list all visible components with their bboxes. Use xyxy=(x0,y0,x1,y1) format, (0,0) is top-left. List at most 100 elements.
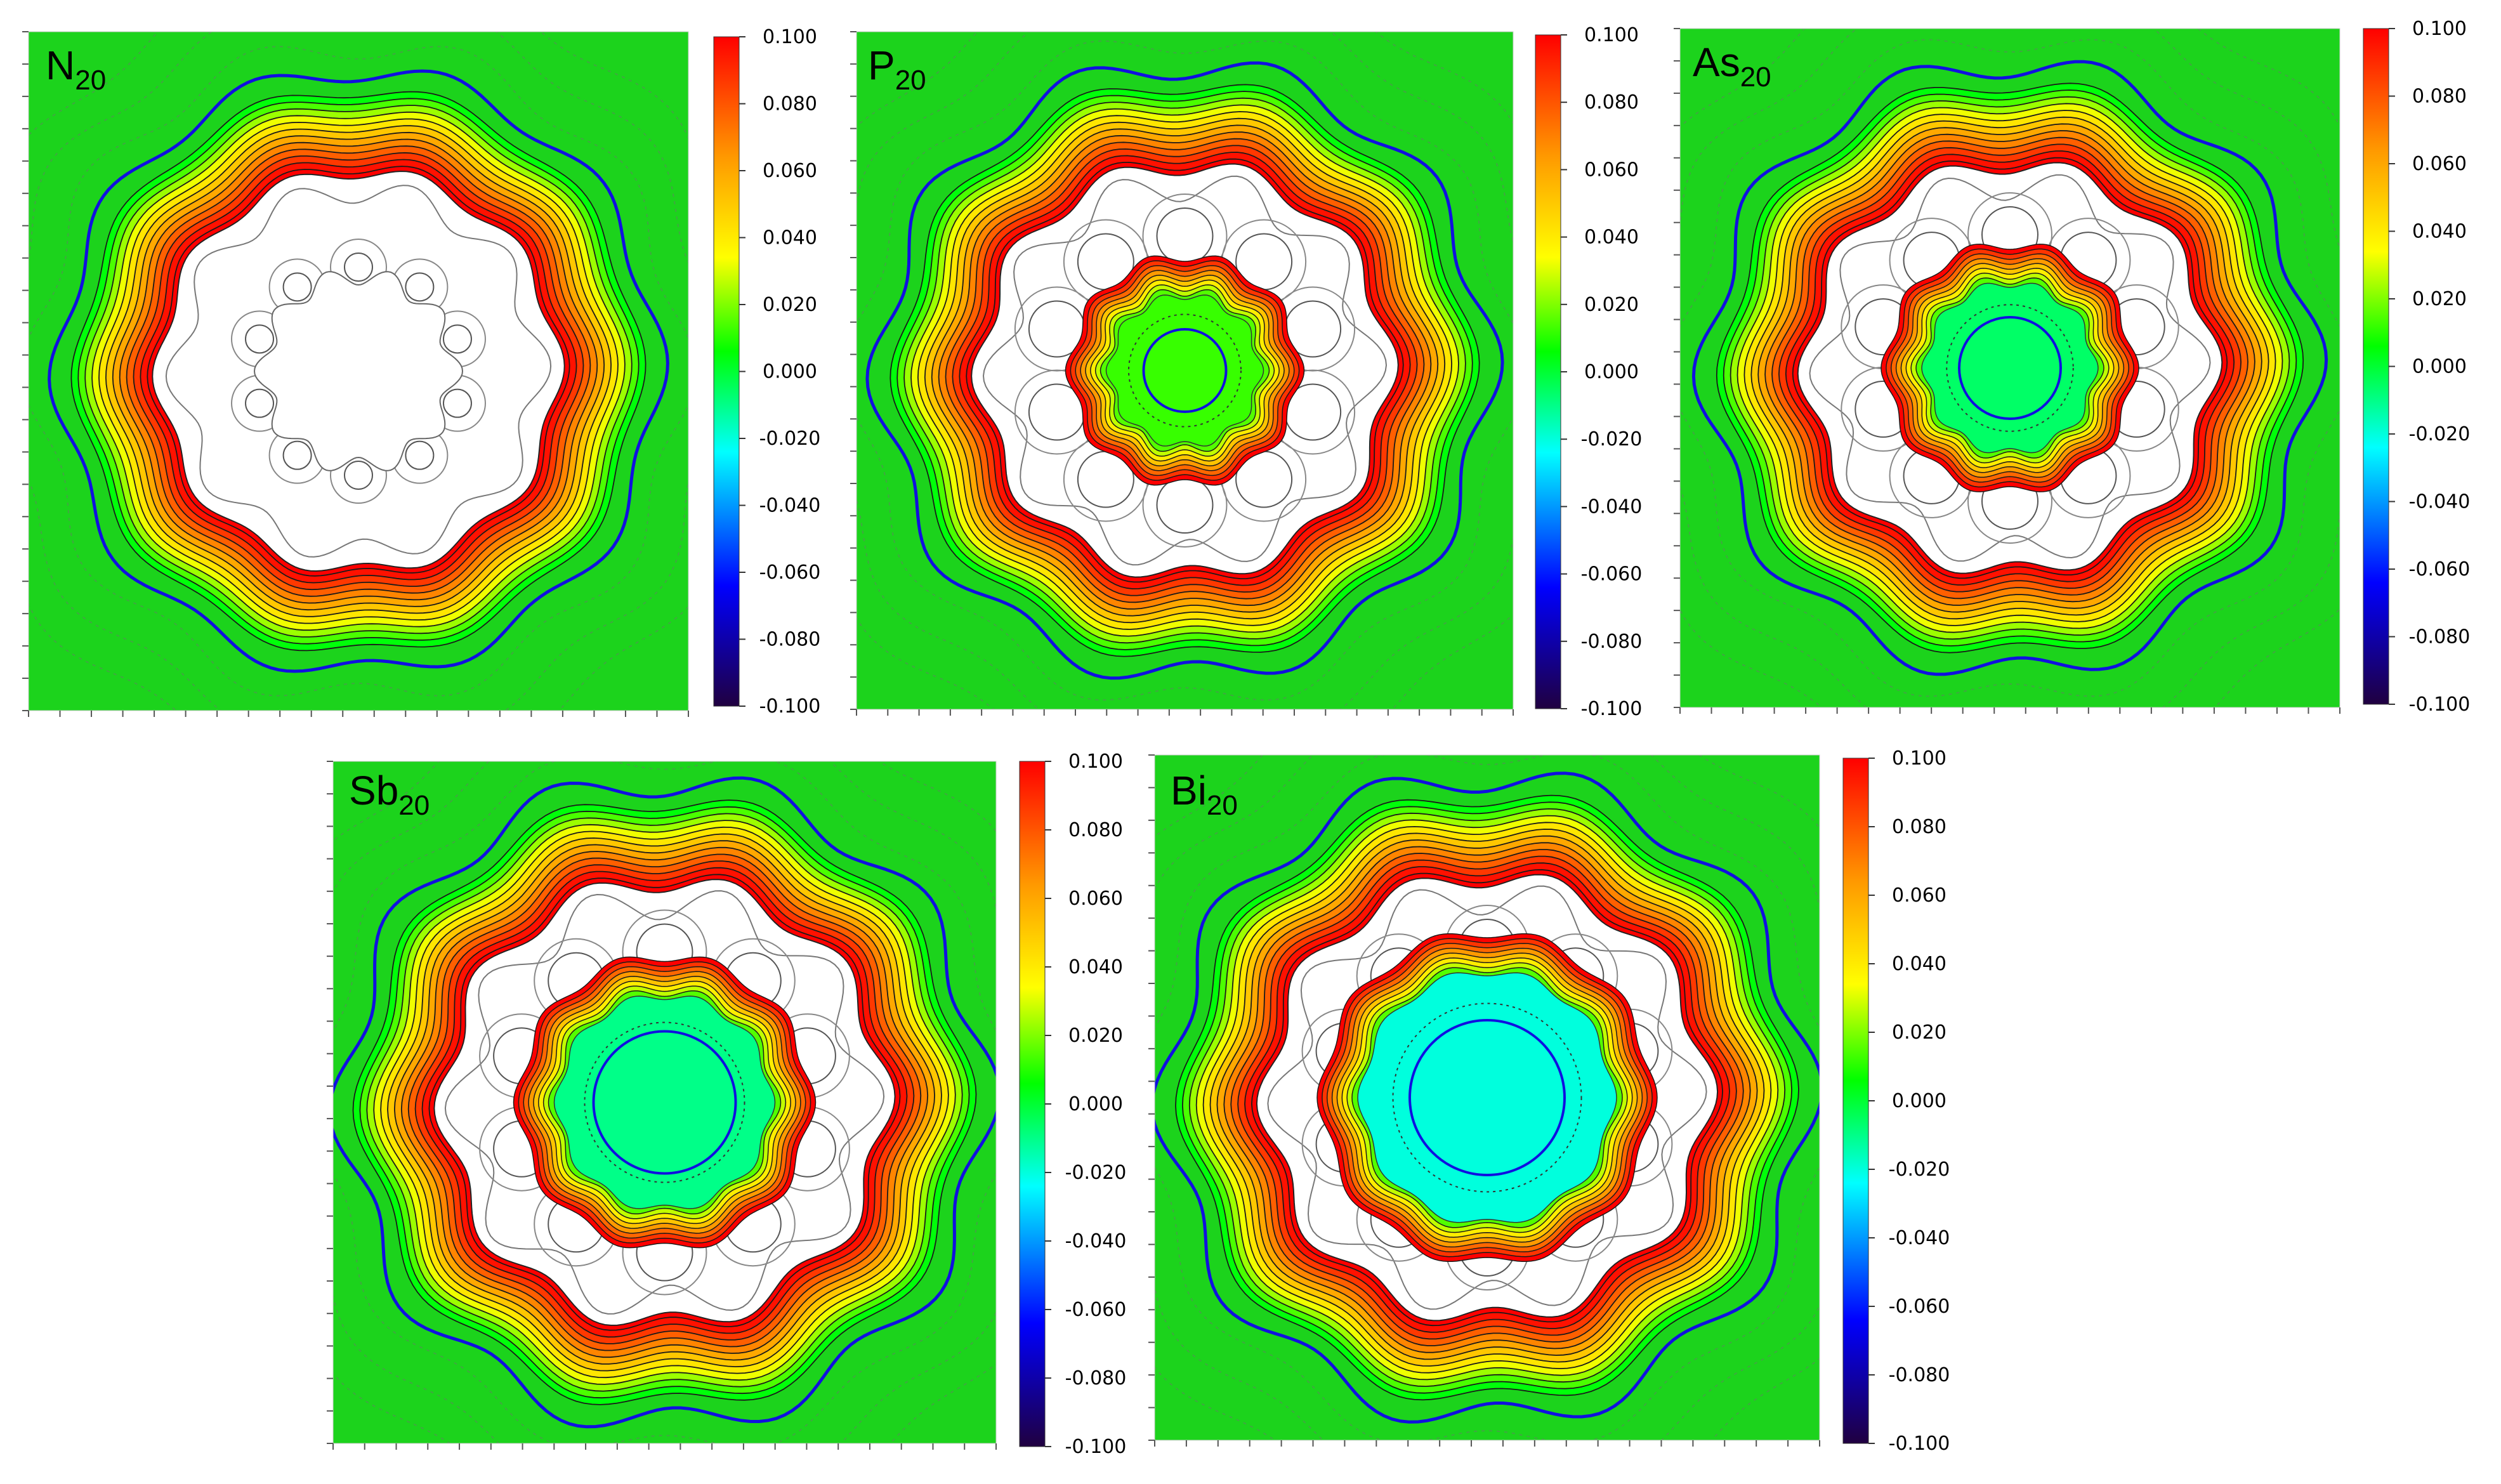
contour-map xyxy=(327,761,997,1450)
colorbar-tick-label: 0.060 xyxy=(1892,884,1946,907)
map-content xyxy=(333,761,996,1443)
contour-map xyxy=(850,31,1514,716)
dotted-contour xyxy=(857,40,1513,701)
colorbar: 0.100 0.080 0.060 0.040 0.020 0.000 -0.020 -0.0… xyxy=(2363,18,2470,716)
core-contour xyxy=(584,1021,745,1183)
colorbar-scale xyxy=(1535,34,1561,709)
atom-site xyxy=(405,440,435,470)
contour-map xyxy=(22,31,689,717)
colorbar-tick-label: 0.040 xyxy=(1068,956,1123,978)
atom-site xyxy=(405,272,435,302)
colorbar-tick-label: -0.080 xyxy=(2409,626,2471,648)
colorbar-scale xyxy=(2363,28,2389,705)
colorbar-tick-label: -0.020 xyxy=(759,428,821,450)
interior-contour xyxy=(165,185,552,558)
core-contour xyxy=(1946,304,2074,432)
colorbar: 0.100 0.080 0.060 0.040 0.020 0.000 -0.020 -0.0… xyxy=(1842,747,1950,1455)
outer-boundary xyxy=(865,61,1504,680)
colorbar-tick-label: 0.100 xyxy=(2412,18,2467,40)
panel-p20: P20 0.100 0.080 0.060 0.040 0.020 0.000 -0.020… xyxy=(850,24,1643,720)
colorbar-tick-label: 0.020 xyxy=(1584,294,1639,316)
colorbar-tick-label: -0.080 xyxy=(1581,631,1643,653)
outer-boundary xyxy=(48,69,669,673)
plot-frame xyxy=(1679,28,2340,708)
atom-site xyxy=(344,461,373,490)
colorbar-tick-label: 0.080 xyxy=(1584,91,1639,114)
panel-title: Bi20 xyxy=(1171,768,1238,821)
colorbar-tick-label: 0.080 xyxy=(1068,819,1123,841)
atom-site xyxy=(245,324,275,354)
colorbar-tick-label: -0.020 xyxy=(1581,428,1643,450)
colorbar-tick-label: 0.060 xyxy=(763,160,817,182)
colorbar-tick-label: -0.060 xyxy=(759,561,821,584)
colorbar-tick-label: -0.100 xyxy=(759,695,821,718)
colorbar-tick-label: -0.040 xyxy=(2409,491,2471,513)
colorbar-tick-label: -0.020 xyxy=(1065,1162,1127,1184)
central-core xyxy=(1357,972,1617,1223)
panel-sb20: Sb20 0.100 0.080 0.060 0.040 0.020 0.000 -0.02… xyxy=(327,751,1127,1458)
colorbar-tick-label: -0.040 xyxy=(1581,496,1643,518)
colorbar: 0.100 0.080 0.060 0.040 0.020 0.000 -0.020 -0.0… xyxy=(713,26,821,718)
dotted-contour xyxy=(1680,39,2340,697)
colorbar-tick-label: -0.060 xyxy=(1065,1299,1127,1321)
panel-title: P20 xyxy=(868,43,926,96)
colorbar-tick-label: 0.080 xyxy=(1892,816,1946,838)
panel-title: Sb20 xyxy=(349,768,430,821)
colorbar-tick-label: 0.100 xyxy=(1068,751,1123,773)
plot-frame xyxy=(332,761,997,1444)
panel-title: As20 xyxy=(1693,39,1771,93)
colorbar-scale xyxy=(713,36,740,707)
colorbar-tick-label: 0.100 xyxy=(1584,24,1639,46)
central-core xyxy=(1105,294,1264,447)
dotted-contour xyxy=(29,46,688,697)
core-boundary xyxy=(592,1030,737,1175)
colorbar-tick-label: 0.040 xyxy=(763,227,817,249)
outer-boundary xyxy=(1155,772,1820,1424)
atom-site xyxy=(442,324,472,354)
panel-as20: As20 0.100 0.080 0.060 0.040 0.020 0.000 -0.02… xyxy=(1674,18,2470,716)
colorbar-tick-label: 0.100 xyxy=(763,26,817,48)
colorbar-tick-label: -0.040 xyxy=(1889,1227,1950,1249)
colorbar-scale xyxy=(1842,758,1869,1444)
interior-contour xyxy=(1267,885,1707,1310)
atom-site xyxy=(344,253,373,282)
map-content xyxy=(1155,755,1820,1440)
atom-site xyxy=(442,388,472,418)
atom-site xyxy=(282,440,312,470)
atom-site xyxy=(282,272,312,302)
interior-contour xyxy=(444,890,885,1315)
colorbar-tick-label: 0.000 xyxy=(1892,1090,1946,1112)
plot-frame xyxy=(856,31,1514,710)
colorbar-tick-label: 0.100 xyxy=(1892,747,1946,770)
dotted-contour xyxy=(333,761,996,1443)
colorbar-tick-label: 0.020 xyxy=(1068,1025,1123,1047)
plot-frame xyxy=(28,31,689,711)
colorbar: 0.100 0.080 0.060 0.040 0.020 0.000 -0.020 -0.0… xyxy=(1019,751,1127,1458)
colorbar-tick-label: 0.060 xyxy=(2412,153,2467,175)
atom-site xyxy=(1156,476,1214,534)
core-contour xyxy=(1128,313,1242,428)
outer-boundary xyxy=(333,776,996,1429)
colorbar-tick-label: -0.080 xyxy=(1065,1367,1127,1389)
central-cavity xyxy=(253,271,464,471)
dotted-contour xyxy=(29,32,688,711)
colorbar-tick-label: 0.000 xyxy=(1068,1093,1123,1115)
plot-frame xyxy=(1154,754,1820,1441)
colorbar-tick-label: 0.020 xyxy=(2412,288,2467,310)
panel-bi20: Bi20 0.100 0.080 0.060 0.040 0.020 0.000 -0.02… xyxy=(1148,747,1950,1455)
colorbar-tick-label: -0.060 xyxy=(2409,558,2471,581)
colorbar-tick-label: -0.060 xyxy=(1889,1296,1950,1318)
map-content xyxy=(1680,29,2340,707)
panel-title: N20 xyxy=(46,43,106,96)
central-core xyxy=(553,995,776,1209)
colorbar-tick-label: 0.020 xyxy=(1892,1021,1946,1044)
central-core xyxy=(1921,282,2099,454)
core-boundary xyxy=(1958,316,2062,420)
colorbar-tick-label: -0.100 xyxy=(1581,698,1643,720)
colorbar-tick-label: 0.020 xyxy=(763,294,817,316)
panel-n20: N20 0.100 0.080 0.060 0.040 0.020 0.000 -0.020… xyxy=(22,26,821,718)
dotted-contour xyxy=(1155,755,1820,1440)
contour-map xyxy=(1674,28,2340,714)
colorbar-tick-label: 0.000 xyxy=(1584,361,1639,383)
